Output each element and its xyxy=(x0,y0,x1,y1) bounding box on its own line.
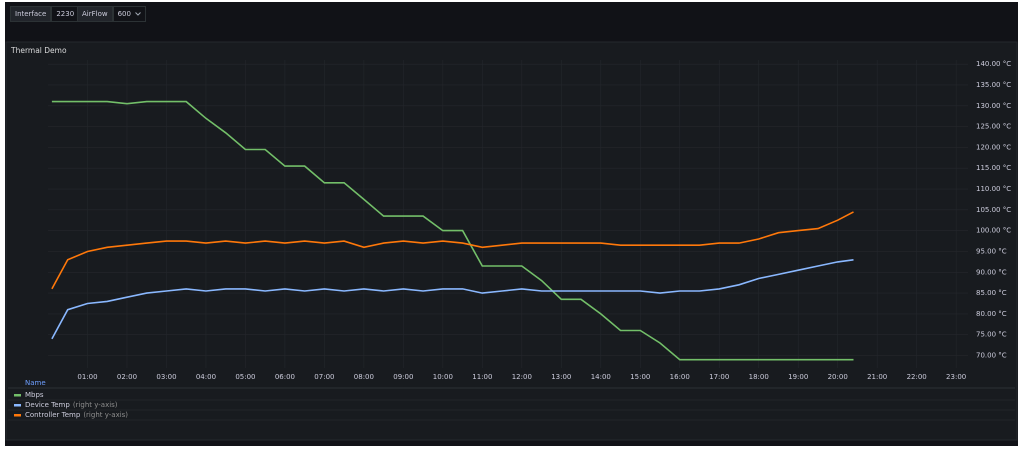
legend-swatch xyxy=(14,414,21,417)
variable-value: 600 xyxy=(117,10,131,18)
x-tick-label: 16:00 xyxy=(670,373,690,381)
x-tick-label: 23:00 xyxy=(946,373,966,381)
legend-label[interactable]: Mbps xyxy=(25,391,44,399)
panel-background xyxy=(5,41,1018,441)
variable-select[interactable]: 600 xyxy=(112,6,146,22)
variable-label: Interface xyxy=(10,6,52,22)
x-tick-label: 20:00 xyxy=(828,373,848,381)
x-tick-label: 06:00 xyxy=(275,373,295,381)
x-tick-label: 02:00 xyxy=(117,373,137,381)
y-tick-label: 135.00 °C xyxy=(976,81,1011,89)
legend-note: (right y-axis) xyxy=(73,401,118,409)
x-tick-label: 21:00 xyxy=(867,373,887,381)
y-tick-label: 115.00 °C xyxy=(976,164,1011,172)
legend-label[interactable]: Controller Temp xyxy=(25,411,81,419)
series-line xyxy=(51,259,854,340)
x-tick-label: 11:00 xyxy=(472,373,492,381)
y-tick-label: 90.00 °C xyxy=(976,268,1007,276)
y-tick-label: 100.00 °C xyxy=(976,227,1011,235)
variable-airflow: AirFlow 600 xyxy=(77,6,146,22)
y-tick-label: 80.00 °C xyxy=(976,310,1007,318)
x-tick-label: 19:00 xyxy=(788,373,808,381)
dashboard: Interface 2230 AirFlow 600 Thermal Demo … xyxy=(5,2,1018,446)
y-tick-label: 125.00 °C xyxy=(976,123,1011,131)
chart-panel: Thermal Demo Name 70.00 °C 75.00 °C 80.00 … xyxy=(5,41,1018,441)
y-tick-label: 110.00 °C xyxy=(976,185,1011,193)
x-tick-label: 07:00 xyxy=(314,373,334,381)
x-tick-label: 14:00 xyxy=(591,373,611,381)
legend-label[interactable]: Device Temp xyxy=(25,401,70,409)
y-tick-label: 75.00 °C xyxy=(976,331,1007,339)
x-tick-label: 09:00 xyxy=(393,373,413,381)
x-tick-label: 13:00 xyxy=(551,373,571,381)
y-tick-label: 85.00 °C xyxy=(976,289,1007,297)
x-tick-label: 12:00 xyxy=(512,373,532,381)
y-tick-label: 95.00 °C xyxy=(976,247,1007,255)
variable-value: 2230 xyxy=(56,10,75,18)
x-tick-label: 18:00 xyxy=(749,373,769,381)
legend-swatch xyxy=(14,404,21,407)
legend-swatch xyxy=(14,394,21,397)
variable-label: AirFlow xyxy=(77,6,113,22)
x-tick-label: 22:00 xyxy=(907,373,927,381)
x-tick-label: 17:00 xyxy=(709,373,729,381)
series-line xyxy=(51,100,854,361)
x-tick-label: 05:00 xyxy=(235,373,255,381)
y-tick-label: 70.00 °C xyxy=(976,352,1007,360)
x-tick-label: 01:00 xyxy=(77,373,97,381)
x-tick-label: 04:00 xyxy=(196,373,216,381)
chart-title: Thermal Demo xyxy=(10,46,67,55)
chevron-icon xyxy=(135,12,141,16)
series-line xyxy=(51,211,854,290)
x-tick-label: 10:00 xyxy=(433,373,453,381)
y-tick-label: 120.00 °C xyxy=(976,143,1011,151)
y-tick-label: 130.00 °C xyxy=(976,102,1011,110)
x-tick-label: 15:00 xyxy=(630,373,650,381)
y-tick-label: 140.00 °C xyxy=(976,60,1011,68)
y-tick-label: 105.00 °C xyxy=(976,206,1011,214)
legend-note: (right y-axis) xyxy=(83,411,128,419)
legend-header: Name xyxy=(25,379,46,387)
x-tick-label: 03:00 xyxy=(156,373,176,381)
x-tick-label: 08:00 xyxy=(354,373,374,381)
